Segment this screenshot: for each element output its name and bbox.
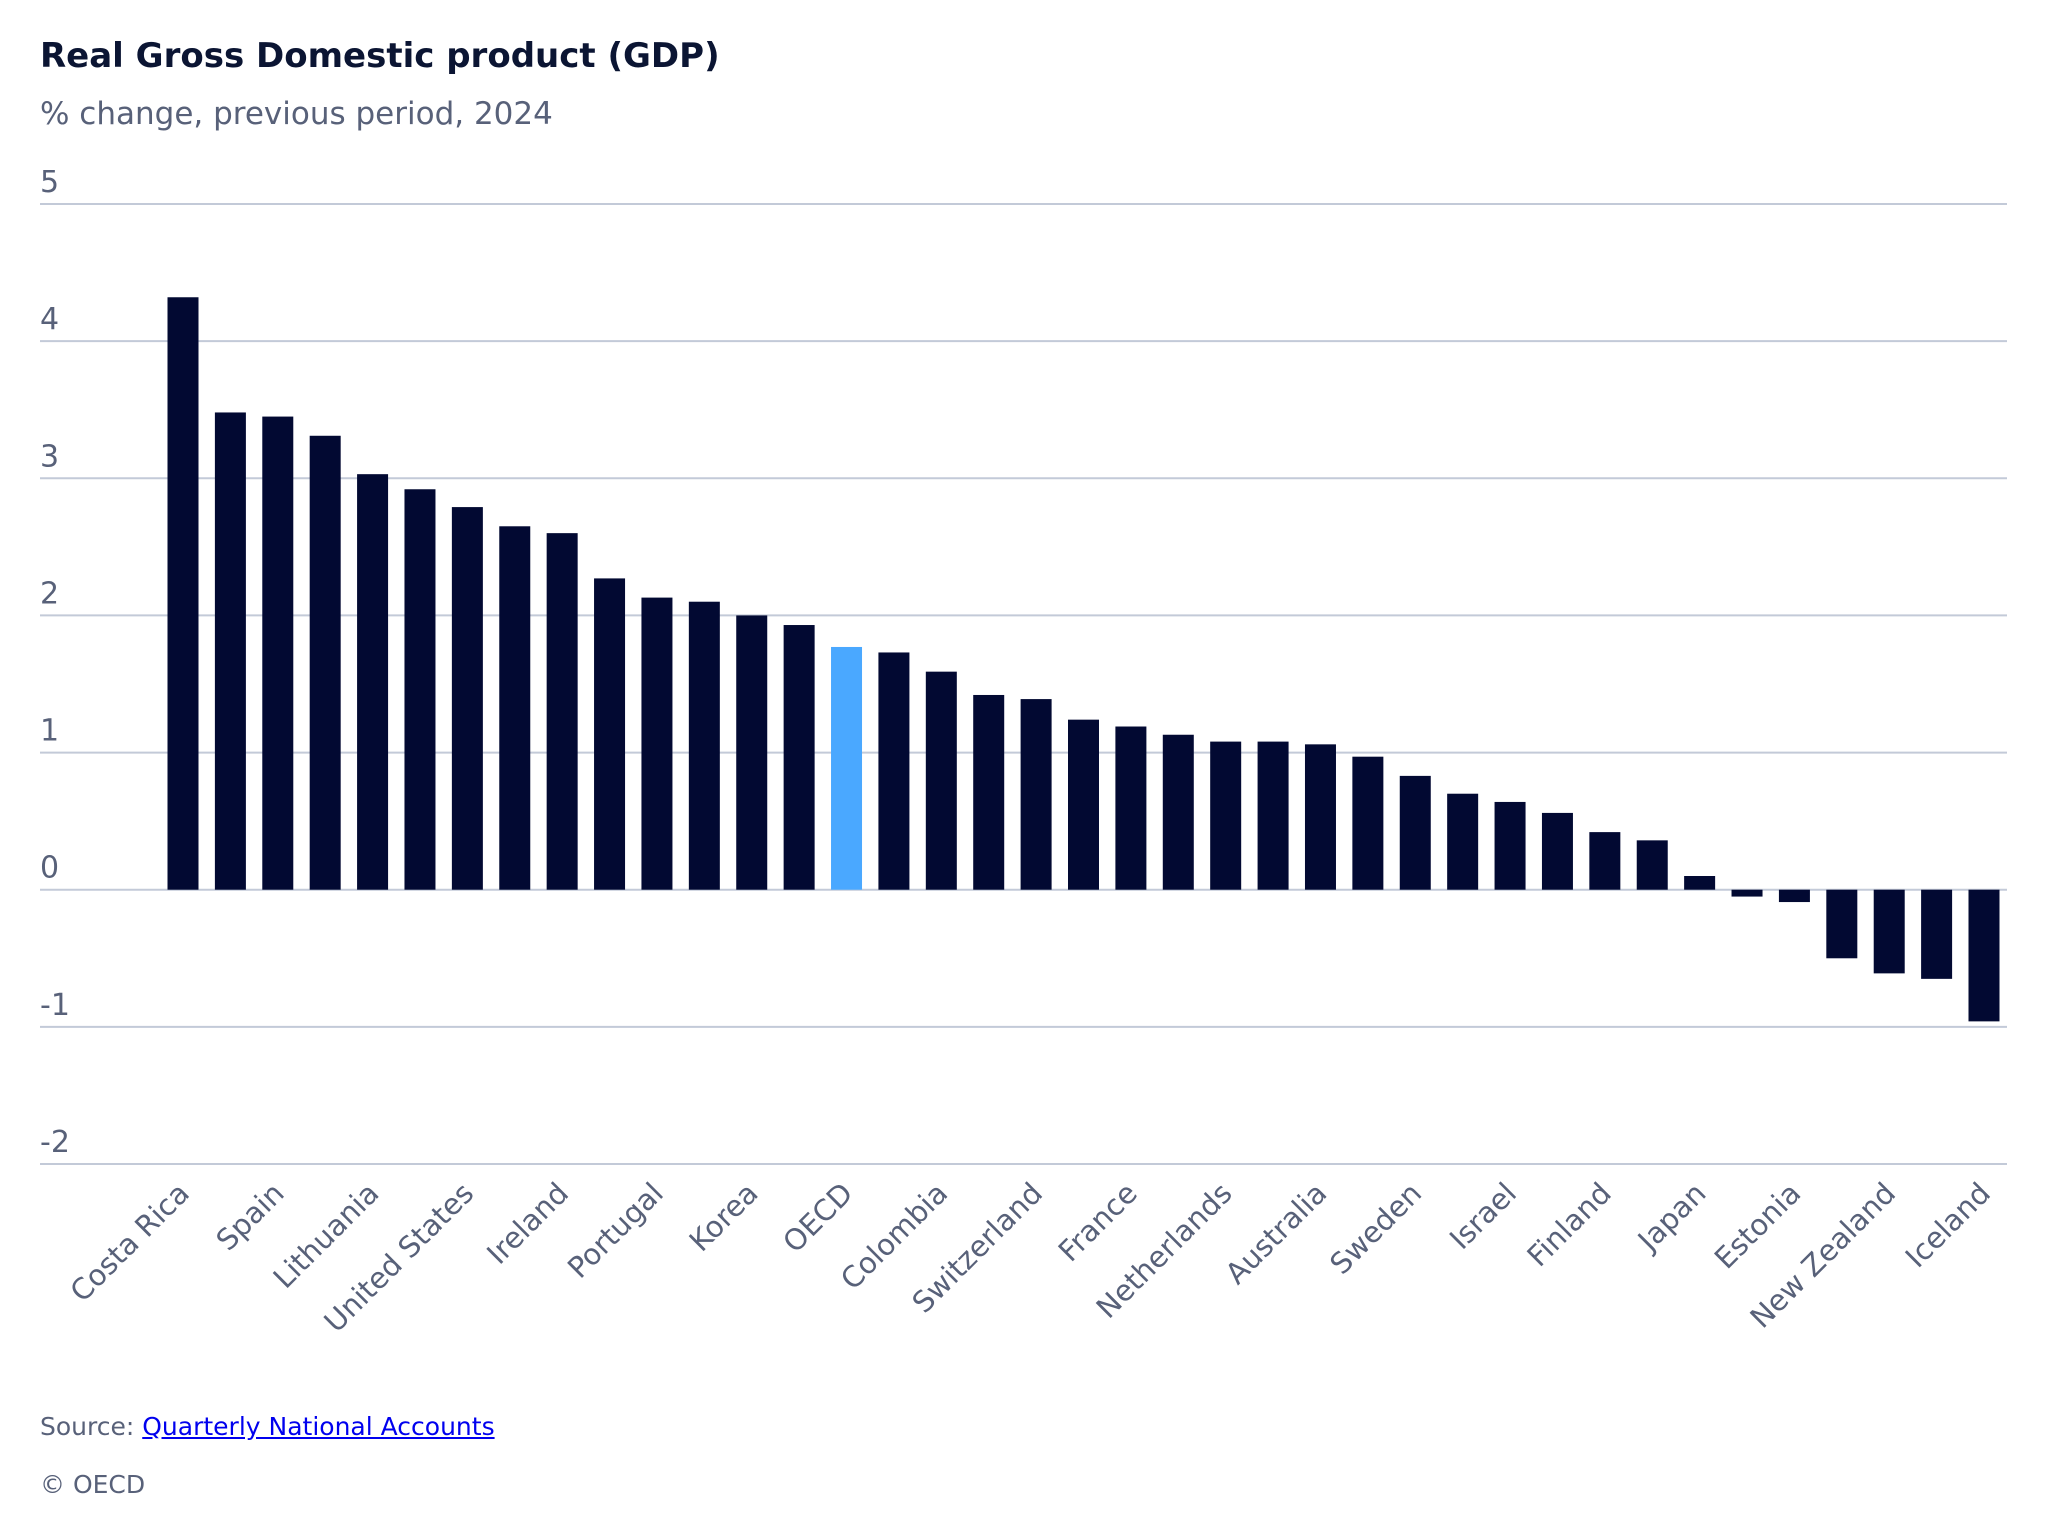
- x-tick-label: Costa Rica: [63, 1176, 196, 1309]
- bar: [1068, 719, 1099, 890]
- bar: [309, 435, 341, 890]
- x-tick-label: Israel: [1443, 1176, 1523, 1256]
- y-tick-label: 1: [40, 714, 59, 749]
- bar: [451, 507, 483, 890]
- bar: [878, 652, 910, 890]
- x-tick-label: Iceland: [1899, 1176, 1997, 1274]
- bar: [499, 526, 531, 890]
- x-tick-label: France: [1052, 1176, 1144, 1268]
- bar: [1447, 793, 1479, 890]
- y-tick-label: 2: [40, 576, 59, 611]
- x-tick-label: Spain: [209, 1176, 290, 1257]
- bar: [1636, 840, 1668, 890]
- bar: [1684, 876, 1716, 890]
- y-tick-label: 4: [40, 302, 59, 337]
- bar: [594, 578, 626, 890]
- bar: [1921, 889, 1953, 979]
- bar: [167, 297, 199, 890]
- y-tick-label: 5: [40, 165, 59, 200]
- source-line: Source: Quarterly National Accounts: [40, 1412, 495, 1441]
- bar: [1210, 741, 1242, 890]
- bar: [1494, 801, 1526, 890]
- chart-subtitle: % change, previous period, 2024: [40, 96, 553, 132]
- y-tick-label: -2: [40, 1125, 70, 1160]
- x-tick-label: Portugal: [561, 1176, 670, 1285]
- source-prefix: Source:: [40, 1412, 143, 1441]
- y-tick-label: 0: [40, 851, 59, 886]
- bar: [641, 597, 673, 890]
- bar: [404, 489, 436, 890]
- bar: [1541, 812, 1573, 890]
- bar: [1968, 889, 2000, 1022]
- bar: [262, 416, 294, 890]
- bar: [1589, 832, 1621, 890]
- bar: [1162, 734, 1194, 890]
- bar: [1257, 741, 1289, 890]
- bar: [783, 625, 815, 890]
- bar: [1352, 756, 1384, 890]
- bar: [214, 412, 246, 890]
- bar: [736, 615, 768, 890]
- bar: [1020, 699, 1052, 890]
- bar: [357, 474, 389, 890]
- bar: [1873, 889, 1905, 974]
- x-tick-label: Sweden: [1323, 1176, 1428, 1281]
- bar: [1731, 889, 1763, 897]
- x-tick-label: Ireland: [480, 1176, 575, 1271]
- bar: [1304, 744, 1336, 890]
- bar: [1399, 775, 1431, 890]
- bar: [1115, 726, 1147, 890]
- bar: [1826, 889, 1858, 959]
- copyright: © OECD: [40, 1470, 146, 1499]
- x-tick-label: OECD: [776, 1176, 859, 1259]
- bar: [1778, 889, 1810, 903]
- bar: [831, 646, 863, 890]
- y-tick-label: -1: [40, 988, 70, 1023]
- y-tick-label: 3: [40, 439, 59, 474]
- bar: [688, 601, 720, 890]
- bar: [546, 533, 578, 890]
- x-tick-label: Finland: [1520, 1176, 1617, 1273]
- bar: [925, 671, 957, 890]
- x-tick-label: Japan: [1630, 1176, 1713, 1259]
- x-tick-label: Korea: [683, 1176, 765, 1258]
- source-link[interactable]: Quarterly National Accounts: [142, 1412, 495, 1441]
- chart-title: Real Gross Domestic product (GDP): [40, 36, 720, 76]
- x-tick-label: Australia: [1219, 1176, 1334, 1291]
- bar: [973, 694, 1005, 890]
